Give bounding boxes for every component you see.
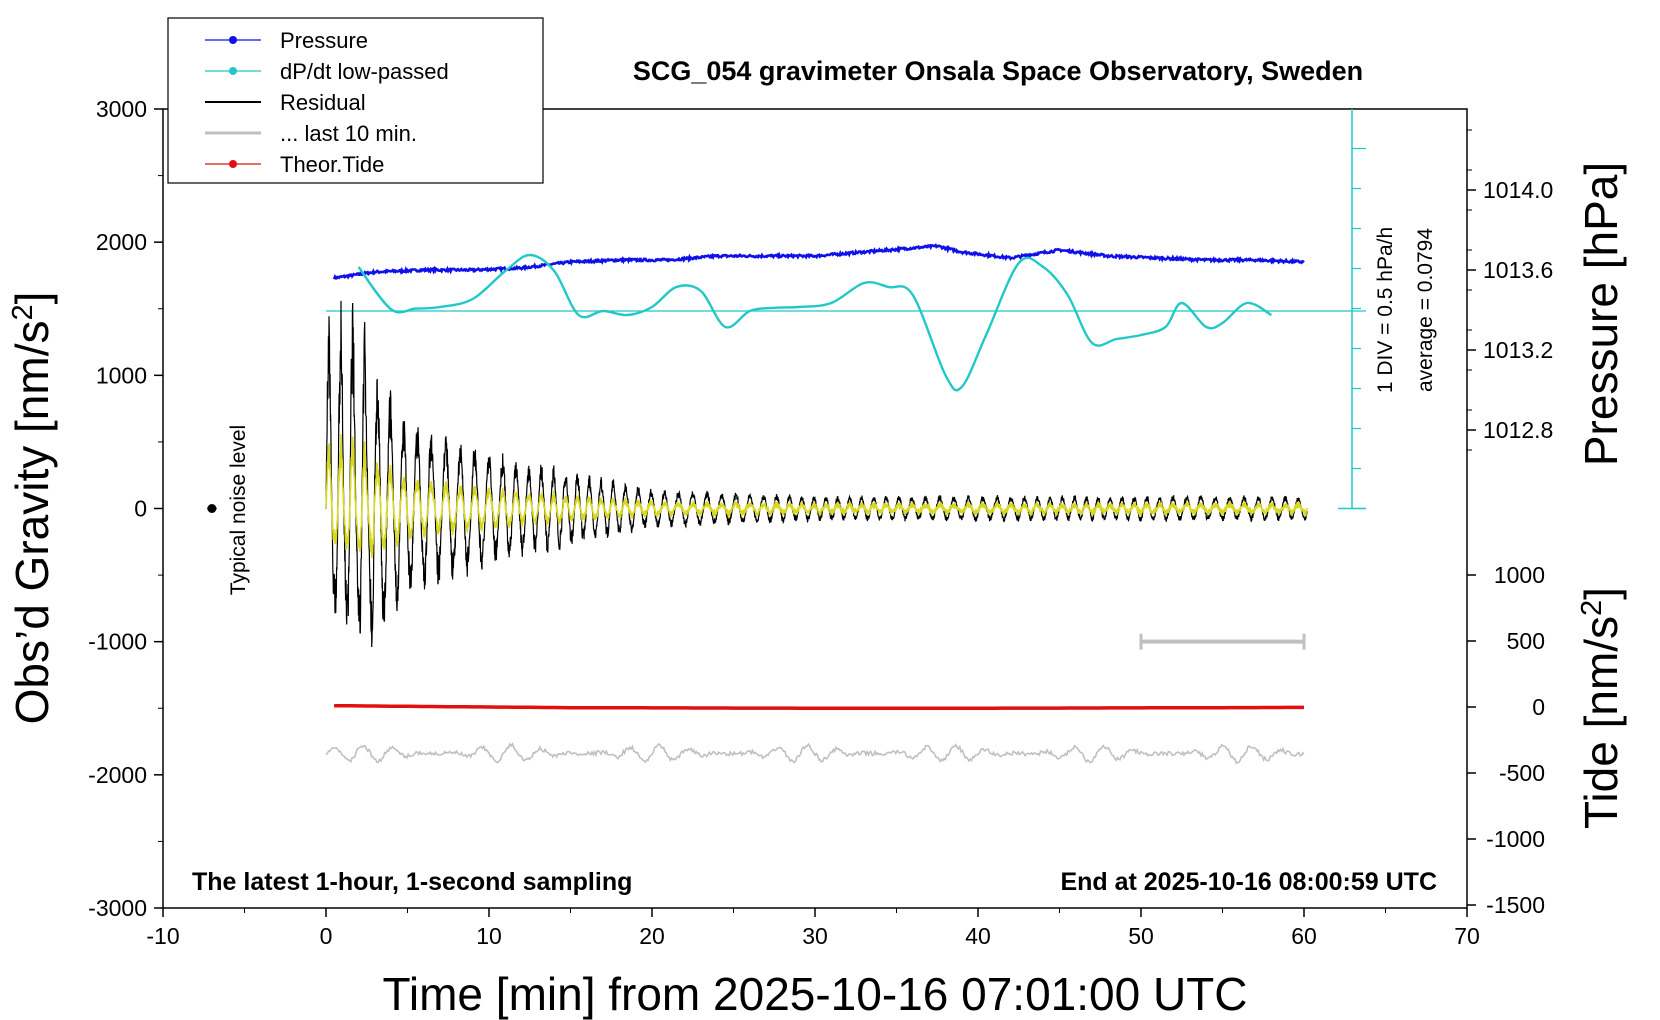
- tide-tick-label: -1500: [1486, 892, 1545, 918]
- legend-label: Residual: [280, 90, 366, 115]
- dpdt-average-label: average = 0.0794: [1414, 228, 1437, 392]
- axis-ticks: -10 0 10 20 30 40 50 60 70 3000 2000 1000 0 -1000 -200…: [88, 96, 1553, 949]
- y-axis-label-tide: Tide [nm/s2]: [1575, 587, 1627, 829]
- x-tick-label: -10: [146, 923, 179, 949]
- residual-filtered-series: [325, 434, 1308, 559]
- legend-marker: [229, 160, 237, 168]
- residual-series: [325, 300, 1308, 648]
- x-tick-label: 50: [1128, 923, 1154, 949]
- pressure-tick-label: 1013.2: [1483, 337, 1553, 363]
- noise-level-marker: [207, 504, 217, 513]
- dpdt-scale-label: 1 DIV = 0.5 hPa/h: [1374, 227, 1397, 393]
- y-axis-label-pressure: Pressure [hPa]: [1575, 162, 1627, 466]
- pressure-tick-label: 1013.6: [1483, 257, 1553, 283]
- y-axis-label-gravity: Obs’d Gravity [nm/s2]: [6, 292, 58, 725]
- legend-label: Theor.Tide: [280, 152, 384, 177]
- y-tick-label: -3000: [88, 895, 147, 921]
- tide-tick-label: 1000: [1494, 562, 1545, 588]
- tide-tick-label: -500: [1499, 760, 1545, 786]
- pressure-tick-label: 1012.8: [1483, 417, 1553, 443]
- x-tick-label: 40: [965, 923, 991, 949]
- gray-trace: [325, 742, 1305, 765]
- annotation-end-time: End at 2025-10-16 08:00:59 UTC: [1060, 868, 1437, 896]
- y-tick-label: 2000: [96, 229, 147, 255]
- tide-tick-label: 500: [1507, 628, 1545, 654]
- y-tick-label: -1000: [88, 629, 147, 655]
- tide-tick-label: -1000: [1486, 826, 1545, 852]
- legend-label: Pressure: [280, 28, 368, 53]
- chart-title: SCG_054 gravimeter Onsala Space Observat…: [633, 56, 1363, 86]
- legend-box: [167, 17, 544, 184]
- legend-marker: [229, 67, 237, 75]
- pressure-series: [332, 243, 1305, 280]
- legend: Pressure dP/dt low-passed Residual ... last…: [167, 17, 544, 184]
- x-tick-label: 10: [476, 923, 502, 949]
- y-tick-label: 0: [134, 496, 147, 522]
- chart-marks: [206, 109, 1366, 765]
- noise-level-label: Typical noise level: [227, 425, 250, 595]
- x-tick-label: 60: [1291, 923, 1317, 949]
- dpdt-series: [357, 253, 1273, 392]
- legend-label: ... last 10 min.: [280, 121, 417, 146]
- y-tick-label: 1000: [96, 362, 147, 388]
- annotation-sampling: The latest 1-hour, 1-second sampling: [192, 868, 632, 896]
- tide-series: [334, 703, 1304, 711]
- y-tick-label: -2000: [88, 762, 147, 788]
- legend-label: dP/dt low-passed: [280, 59, 449, 84]
- x-tick-label: 0: [320, 923, 333, 949]
- pressure-tick-label: 1014.0: [1483, 177, 1553, 203]
- tide-tick-label: 0: [1532, 694, 1545, 720]
- x-tick-label: 30: [802, 923, 828, 949]
- legend-marker: [229, 36, 237, 44]
- x-tick-label: 70: [1454, 923, 1480, 949]
- y-tick-label: 3000: [96, 96, 147, 122]
- x-axis-label: Time [min] from 2025-10-16 07:01:00 UTC: [383, 968, 1248, 1020]
- x-tick-label: 20: [639, 923, 665, 949]
